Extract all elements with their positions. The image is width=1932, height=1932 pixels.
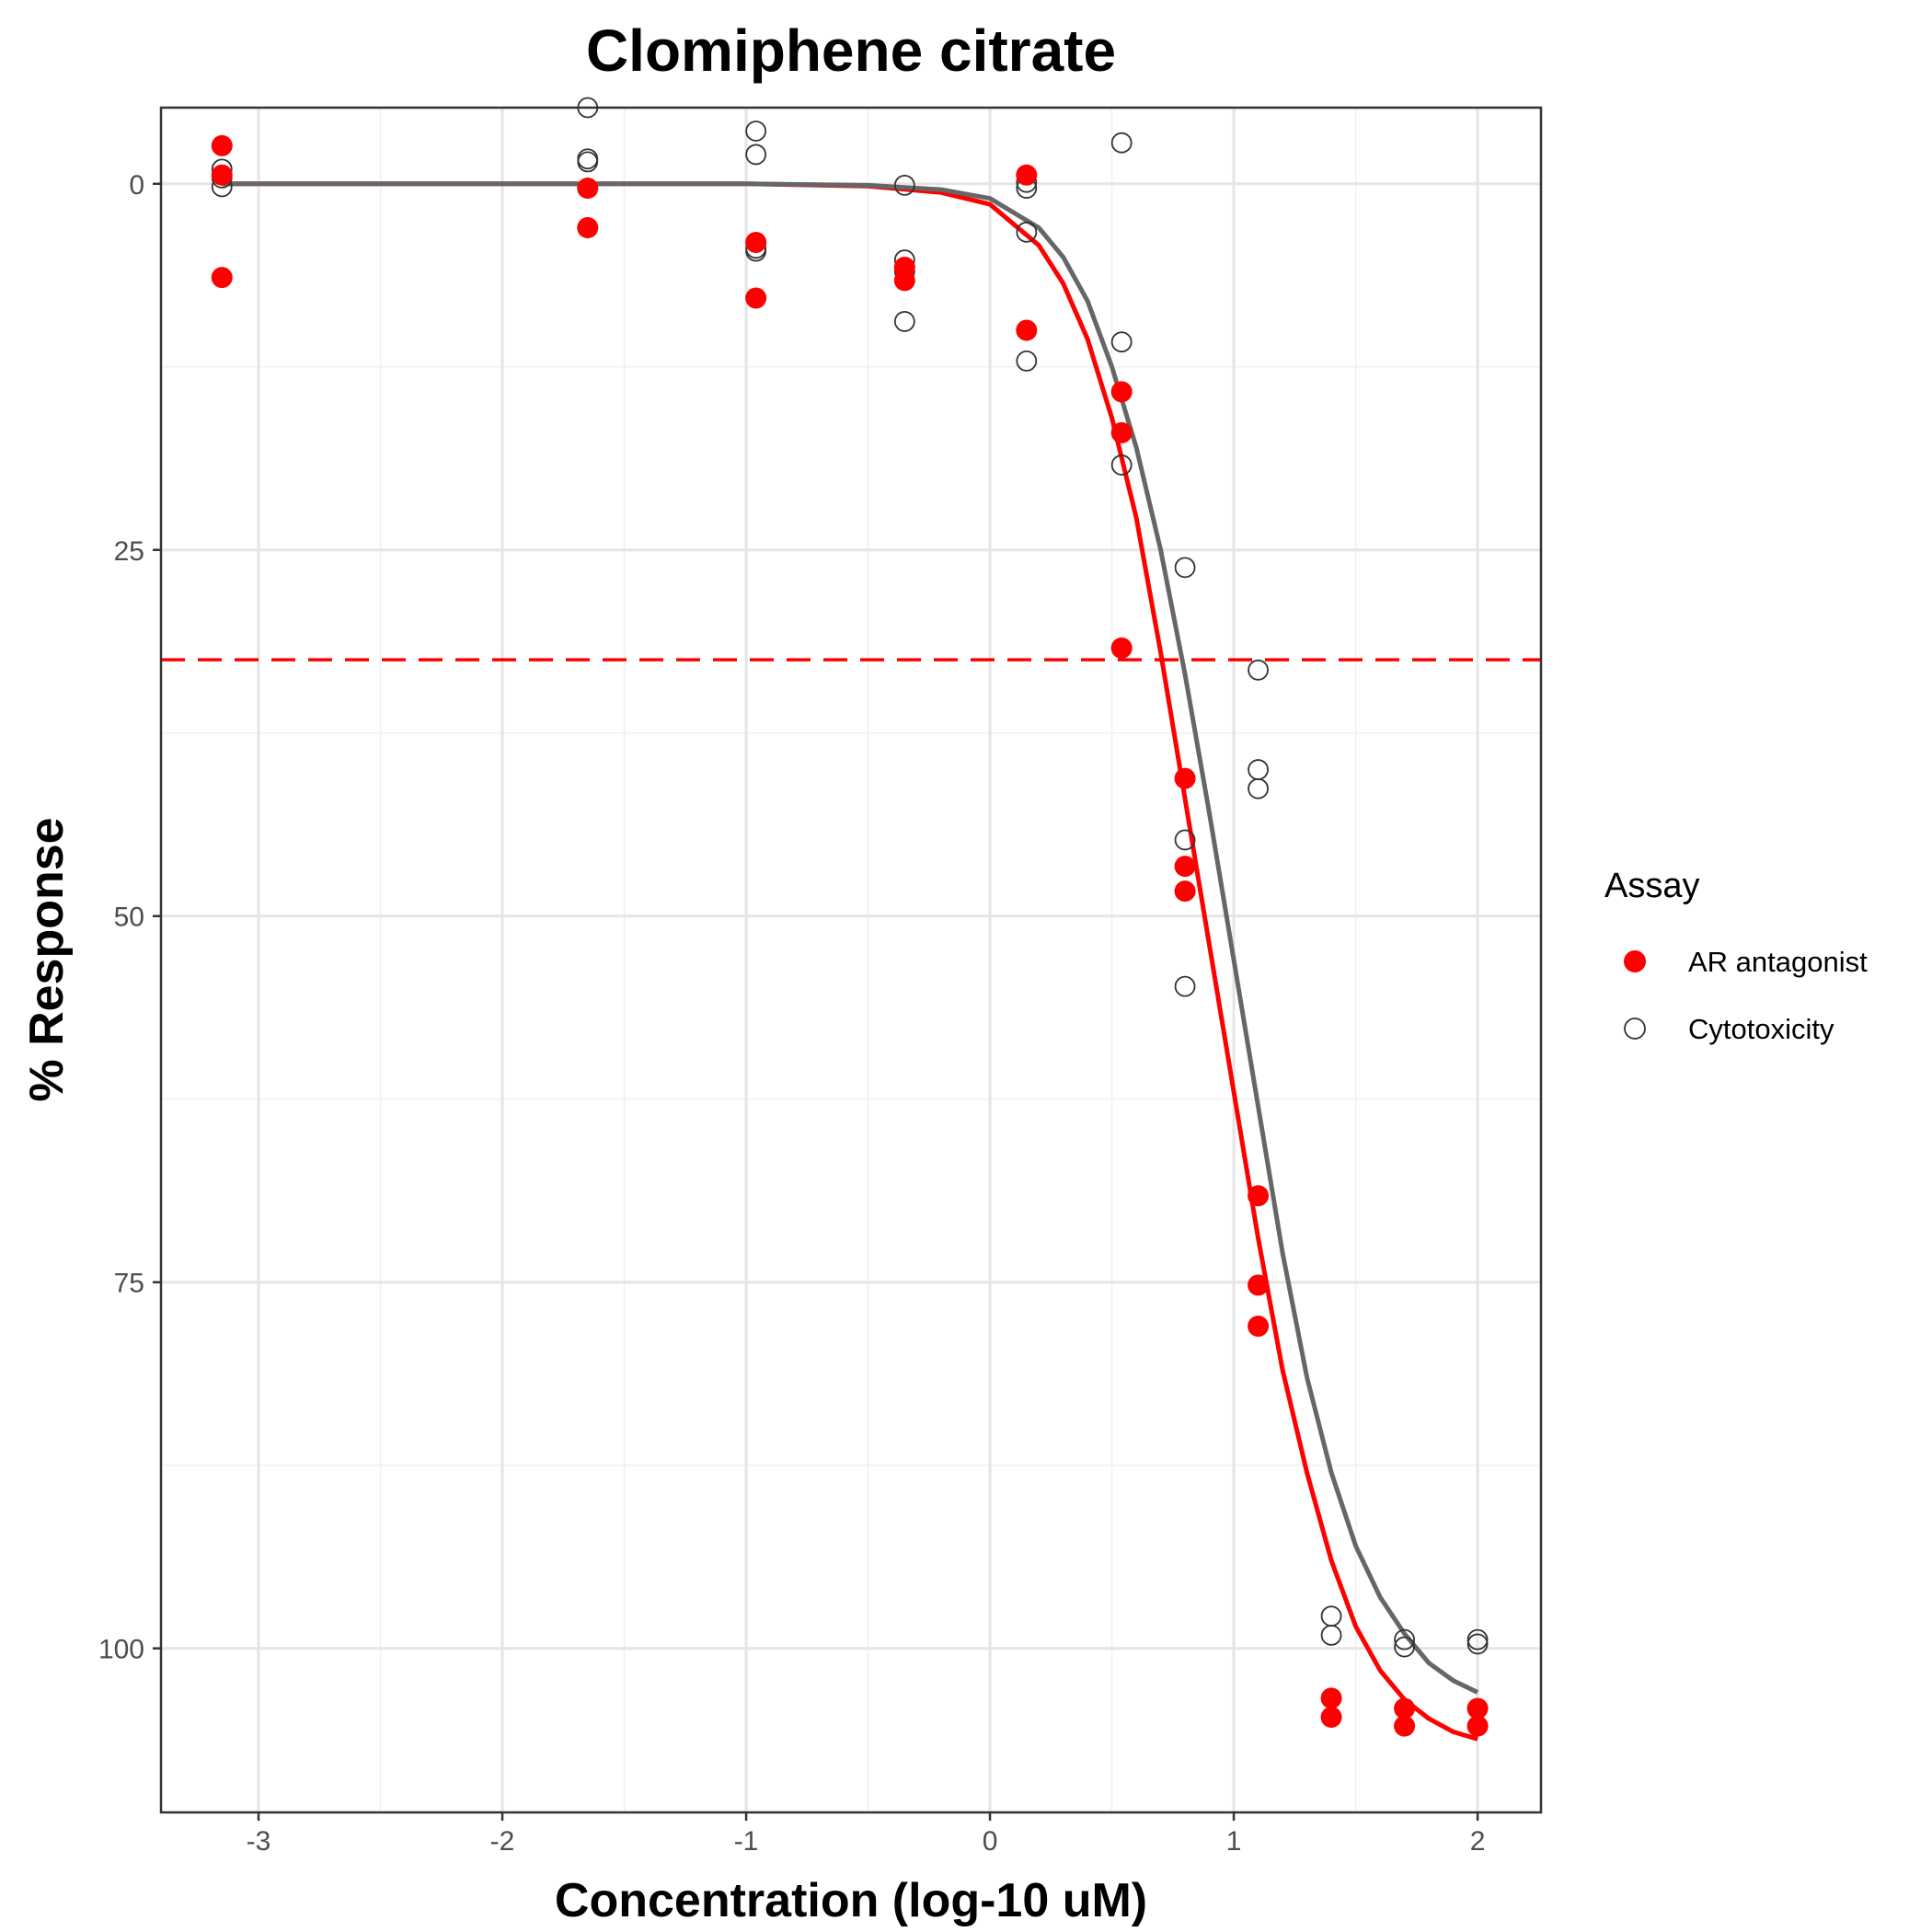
plot-panel-border [159, 106, 1543, 1814]
data-point-ar-antagonist [1174, 880, 1196, 903]
data-point-cytotoxicity [1110, 331, 1133, 353]
data-point-cytotoxicity [745, 144, 767, 166]
data-point-ar-antagonist [1110, 381, 1133, 403]
y-axis: 0 25 50 75 100 [98, 170, 161, 1665]
legend-key-cytotoxicity [1624, 1018, 1646, 1040]
y-axis-title: % Response [20, 817, 74, 1101]
data-point-ar-antagonist [577, 217, 599, 239]
data-point-cytotoxicity [893, 174, 915, 196]
data-point-ar-antagonist [1174, 856, 1196, 878]
data-point-ar-antagonist [1394, 1715, 1416, 1737]
data-point-ar-antagonist [211, 134, 233, 156]
data-point-ar-antagonist [1110, 637, 1133, 659]
data-points [211, 97, 1489, 1737]
data-point-cytotoxicity [1110, 132, 1133, 154]
data-point-ar-antagonist [1466, 1697, 1489, 1719]
data-point-cytotoxicity [1248, 777, 1269, 799]
grid [161, 108, 1541, 1812]
data-point-cytotoxicity [1248, 659, 1269, 681]
data-point-cytotoxicity [1016, 221, 1038, 243]
data-point-cytotoxicity [1016, 351, 1038, 372]
data-point-cytotoxicity [745, 121, 767, 142]
data-point-ar-antagonist [893, 270, 915, 292]
x-tick-label: -3 [247, 1826, 271, 1857]
data-point-ar-antagonist [211, 267, 233, 289]
y-tick-label: 50 [114, 903, 144, 933]
y-tick-label: 0 [129, 170, 144, 201]
data-point-ar-antagonist [745, 287, 767, 309]
data-point-ar-antagonist [745, 231, 767, 253]
data-point-ar-antagonist [1248, 1274, 1270, 1296]
data-point-cytotoxicity [1394, 1636, 1415, 1658]
data-point-ar-antagonist [1320, 1707, 1342, 1729]
legend-label: AR antagonist [1688, 946, 1868, 978]
x-tick-label: -1 [734, 1826, 759, 1857]
x-tick-label: 0 [983, 1826, 998, 1857]
data-point-cytotoxicity [1320, 1624, 1342, 1646]
data-point-ar-antagonist [1110, 421, 1133, 443]
data-point-ar-antagonist [1320, 1687, 1342, 1709]
fit-curve-ar-antagonist [222, 181, 1478, 1742]
data-point-ar-antagonist [1016, 164, 1038, 186]
y-tick-label: 100 [98, 1635, 144, 1665]
data-point-cytotoxicity [1466, 1633, 1489, 1655]
data-point-cytotoxicity [893, 311, 915, 332]
data-point-cytotoxicity [1174, 829, 1196, 851]
x-tick-label: 1 [1226, 1826, 1242, 1857]
legend-title: Assay [1604, 867, 1699, 905]
data-point-ar-antagonist [1248, 1315, 1270, 1337]
y-tick-label: 75 [114, 1269, 144, 1299]
fit-curves [222, 181, 1479, 1742]
data-point-ar-antagonist [1016, 319, 1038, 341]
legend-key-ar-antagonist [1624, 950, 1646, 972]
data-point-cytotoxicity [1394, 1628, 1415, 1650]
data-point-ar-antagonist [577, 178, 599, 200]
x-tick-label: -2 [490, 1826, 515, 1857]
data-point-ar-antagonist [1248, 1185, 1270, 1207]
x-axis-title: Concentration (log-10 uM) [555, 1874, 1147, 1927]
data-point-cytotoxicity [1110, 454, 1133, 476]
data-point-cytotoxicity [1466, 1628, 1489, 1650]
x-tick-label: 2 [1470, 1826, 1486, 1857]
legend-label: Cytotoxicity [1688, 1013, 1834, 1045]
fit-curve-cytotoxicity [222, 181, 1479, 1695]
y-tick-label: 25 [114, 536, 144, 567]
x-axis: -3 -2 -1 0 1 2 [247, 1812, 1486, 1857]
data-point-ar-antagonist [1394, 1697, 1416, 1719]
chart-title: Clomiphene citrate [586, 17, 1116, 84]
data-point-cytotoxicity [1174, 975, 1196, 997]
data-point-ar-antagonist [211, 164, 233, 186]
data-point-cytotoxicity [577, 151, 599, 173]
data-point-ar-antagonist [1174, 767, 1196, 789]
data-point-ar-antagonist [1466, 1715, 1489, 1737]
data-point-cytotoxicity [1174, 557, 1196, 579]
legend: Assay AR antagonist Cytotoxicity [1604, 867, 1868, 1045]
